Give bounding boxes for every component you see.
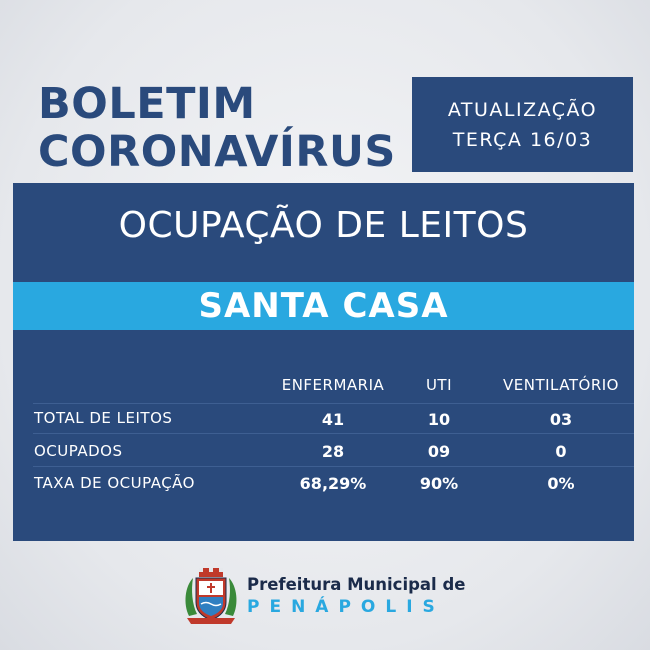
row-divider xyxy=(33,466,634,467)
panel-heading: OCUPAÇÃO DE LEITOS xyxy=(118,205,529,246)
cell-total-uti: 10 xyxy=(427,410,451,429)
cell-taxa-ventilatorio: 0% xyxy=(547,474,575,493)
hospital-name: SANTA CASA xyxy=(13,282,634,330)
cell-total-ventilatorio: 03 xyxy=(549,410,573,429)
column-header-uti: UTI xyxy=(425,376,453,394)
cell-taxa-enfermaria: 68,29% xyxy=(299,474,367,493)
row-label-taxa: TAXA DE OCUPAÇÃO xyxy=(34,474,195,492)
title-line-1: BOLETIM xyxy=(38,79,256,129)
cell-total-enfermaria: 41 xyxy=(321,410,345,429)
org-name: Prefeitura Municipal de xyxy=(247,575,466,594)
org-city: PENÁPOLIS xyxy=(247,597,445,617)
row-label-total: TOTAL DE LEITOS xyxy=(34,409,173,427)
row-divider xyxy=(33,433,634,434)
cell-ocupados-enfermaria: 28 xyxy=(321,442,345,461)
row-label-ocupados: OCUPADOS xyxy=(34,442,123,460)
footer-logo: Prefeitura Municipal de PENÁPOLIS xyxy=(183,566,483,630)
title-line-2: CORONAVÍRUS xyxy=(38,127,396,177)
coat-of-arms-icon xyxy=(185,568,237,624)
update-date: TERÇA 16/03 xyxy=(452,128,593,151)
update-label: ATUALIZAÇÃO xyxy=(447,98,598,121)
column-header-ventilatorio: VENTILATÓRIO xyxy=(503,376,619,394)
column-header-enfermaria: ENFERMARIA xyxy=(281,376,385,394)
cell-taxa-uti: 90% xyxy=(419,474,459,493)
bulletin-title: BOLETIM CORONAVÍRUS xyxy=(38,80,396,176)
row-divider xyxy=(33,403,634,404)
occupancy-panel: OCUPAÇÃO DE LEITOS SANTA CASA ENFERMARIA… xyxy=(13,183,634,541)
cell-ocupados-ventilatorio: 0 xyxy=(555,442,567,461)
cell-ocupados-uti: 09 xyxy=(427,442,451,461)
update-box: ATUALIZAÇÃO TERÇA 16/03 xyxy=(412,77,633,172)
